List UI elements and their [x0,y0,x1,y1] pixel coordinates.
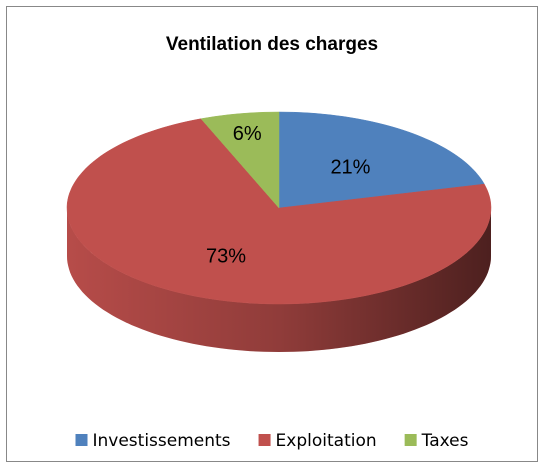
pie-side-shade [67,208,491,352]
pie-slice [200,111,280,209]
data-label: 73% [206,245,246,267]
legend-swatch [75,434,88,446]
pie: 21% 73% 6% [66,111,492,352]
pie-slice [66,118,492,305]
data-label: 21% [330,157,370,179]
legend-swatch [258,434,271,446]
chart-title: Ventilation des charges [166,34,378,55]
legend-item: Investissements [75,431,231,451]
legend-label: Exploitation [276,431,377,451]
legend: Investissements Exploitation Taxes [75,431,469,451]
legend-item: Taxes [404,431,469,451]
legend-label: Taxes [421,431,469,451]
data-label: 6% [233,123,262,145]
legend-item: Exploitation [258,431,377,451]
pie-slice [278,111,485,209]
legend-swatch [404,434,417,446]
legend-label: Investissements [93,431,231,451]
